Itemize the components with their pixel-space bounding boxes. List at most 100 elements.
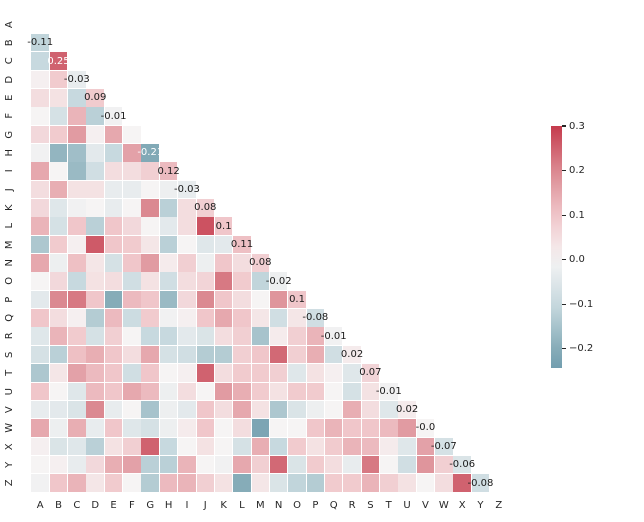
cell-value-label: -0.02	[265, 275, 292, 287]
x-tick-label: Q	[329, 500, 338, 511]
heatmap-cell	[104, 419, 123, 437]
heatmap-cell	[233, 419, 251, 437]
x-tick-label: G	[146, 500, 155, 511]
heatmap-cell	[269, 455, 288, 474]
heatmap-cell	[178, 272, 196, 290]
x-tick-label: P	[312, 500, 319, 511]
heatmap-cell	[269, 364, 288, 382]
heatmap-cell	[269, 474, 288, 492]
heatmap-cell	[86, 455, 104, 474]
y-tick-label: L	[4, 223, 15, 229]
heatmap-cell	[159, 437, 178, 456]
colorbar-tick-mark	[562, 348, 566, 350]
y-tick-label: Z	[4, 479, 15, 487]
x-tick-label: O	[293, 500, 301, 511]
heatmap-cell	[68, 327, 86, 346]
heatmap-cell	[306, 345, 325, 364]
heatmap-cell	[233, 437, 251, 456]
heatmap-cell	[123, 217, 141, 235]
heatmap-cell	[196, 235, 215, 254]
heatmap-cell	[86, 180, 104, 199]
heatmap-cell	[288, 400, 306, 419]
cell-value-label: -0.0	[415, 422, 436, 434]
cell-value-label: 0.11	[230, 239, 254, 251]
heatmap-cell	[178, 474, 196, 492]
heatmap-cell	[104, 437, 123, 456]
heatmap-cell	[159, 272, 178, 290]
heatmap-cell	[214, 217, 233, 235]
heatmap-cell	[159, 382, 178, 401]
heatmap-cell	[178, 199, 196, 217]
heatmap-cell	[68, 345, 86, 364]
heatmap-cell	[453, 455, 471, 474]
heatmap-cell	[68, 474, 86, 492]
colorbar-tick-label: 0.2	[569, 165, 585, 177]
heatmap-cell	[49, 474, 68, 492]
heatmap-cell	[379, 474, 398, 492]
heatmap-cell	[68, 364, 86, 382]
x-tick-label: S	[367, 500, 374, 511]
heatmap-cell	[159, 455, 178, 474]
heatmap-cell	[288, 364, 306, 382]
cell-value-label: 0.25	[47, 55, 70, 67]
heatmap-cell	[214, 327, 233, 346]
heatmap-cell	[306, 309, 325, 327]
heatmap-cell	[86, 199, 104, 217]
heatmap-cell	[343, 400, 361, 419]
heatmap-cell	[159, 327, 178, 346]
heatmap-cell	[324, 400, 343, 419]
heatmap-cell	[104, 400, 123, 419]
heatmap-cell	[251, 290, 270, 309]
heatmap-cell	[214, 437, 233, 456]
heatmap-cell	[86, 382, 104, 401]
heatmap-cell	[49, 290, 68, 309]
heatmap-cell	[233, 400, 251, 419]
heatmap-cell	[471, 474, 490, 492]
y-tick-label: K	[4, 204, 15, 212]
heatmap-cell	[86, 107, 104, 125]
heatmap-cell	[196, 474, 215, 492]
y-tick-label: B	[4, 39, 15, 47]
heatmap-cell	[178, 345, 196, 364]
heatmap-cell	[306, 400, 325, 419]
heatmap-cell	[288, 419, 306, 437]
heatmap-cell	[435, 437, 453, 456]
heatmap-cell	[178, 235, 196, 254]
y-tick-label: T	[4, 369, 15, 376]
cell-value-label: 0.1	[289, 294, 305, 306]
heatmap-cell	[68, 437, 86, 456]
heatmap-cell	[68, 88, 86, 107]
heatmap-cell	[361, 364, 380, 382]
x-tick-label: Z	[495, 500, 503, 511]
heatmap-cell	[68, 144, 86, 162]
heatmap-cell	[214, 382, 233, 401]
heatmap-cell	[159, 345, 178, 364]
x-tick-label: K	[220, 500, 227, 511]
heatmap-cell	[49, 345, 68, 364]
heatmap-cell	[343, 382, 361, 401]
heatmap-cell	[49, 254, 68, 272]
heatmap-cell	[31, 272, 49, 290]
heatmap-cell	[196, 437, 215, 456]
heatmap-cell	[306, 437, 325, 456]
heatmap-cell	[49, 382, 68, 401]
heatmap-cell	[251, 364, 270, 382]
heatmap-cell	[159, 180, 178, 199]
cell-value-label: -0.06	[449, 459, 476, 471]
heatmap-cell	[31, 254, 49, 272]
y-tick-label: W	[4, 423, 15, 433]
heatmap-cell	[68, 125, 86, 144]
heatmap-cell	[31, 162, 49, 180]
heatmap-cell	[123, 455, 141, 474]
heatmap-cell	[31, 217, 49, 235]
heatmap-cell	[104, 272, 123, 290]
y-tick-label: A	[4, 20, 15, 28]
heatmap-cell	[31, 125, 49, 144]
heatmap-cell	[31, 70, 49, 89]
heatmap-cell	[416, 437, 435, 456]
heatmap-cell	[31, 52, 49, 70]
heatmap-cell	[288, 382, 306, 401]
heatmap-cell	[123, 309, 141, 327]
x-tick-label: B	[55, 500, 62, 511]
heatmap-cell	[178, 180, 196, 199]
